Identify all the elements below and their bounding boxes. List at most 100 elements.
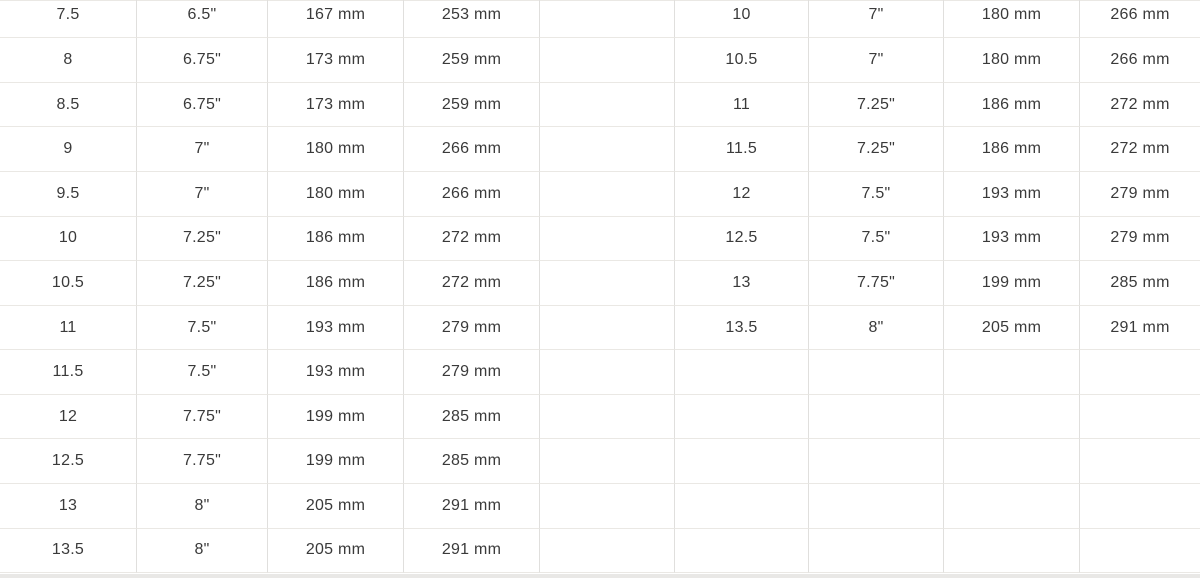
table-cell: 205 mm: [944, 305, 1080, 351]
table-cell: 11: [0, 305, 137, 351]
spacer-cell: [540, 439, 675, 485]
table-cell: 173 mm: [268, 38, 404, 83]
table-cell: 272 mm: [1080, 127, 1200, 173]
table-cell: [944, 394, 1080, 440]
spacer-cell: [540, 216, 675, 262]
table-cell: 199 mm: [268, 439, 404, 485]
table-cell: 193 mm: [944, 172, 1080, 217]
table-cell: [1080, 529, 1200, 574]
table-cell: 266 mm: [404, 172, 540, 217]
table-cell: 12.5: [675, 216, 809, 262]
table-cell: 180 mm: [268, 172, 404, 217]
table-cell: 6.75": [137, 38, 268, 83]
table-cell: 279 mm: [404, 350, 540, 395]
table-cell: 7.5": [137, 305, 268, 351]
table-cell: 6.5": [137, 0, 268, 39]
table-cell: 253 mm: [404, 0, 540, 39]
table-cell: 291 mm: [404, 528, 540, 574]
table-cell: 279 mm: [404, 305, 540, 351]
spacer-cell: [540, 127, 675, 173]
spacer-cell: [540, 350, 675, 395]
table-cell: 259 mm: [404, 38, 540, 83]
table-cell: 180 mm: [944, 38, 1080, 83]
table-cell: 7": [809, 0, 944, 39]
table-cell: [809, 350, 944, 395]
table-cell: 279 mm: [1080, 172, 1200, 217]
next-section-top-edge: [0, 574, 1200, 578]
table-cell: [944, 528, 1080, 574]
table-cell: [809, 528, 944, 574]
table-cell: 272 mm: [1080, 83, 1200, 128]
table-cell: 13: [0, 484, 137, 529]
table-cell: 10.5: [0, 261, 137, 306]
table-cell: [675, 394, 809, 440]
table-cell: 259 mm: [404, 82, 540, 128]
spacer-cell: [540, 305, 675, 351]
table-cell: 193 mm: [268, 350, 404, 395]
table-cell: 12: [675, 172, 809, 217]
table-cell: 8: [0, 38, 137, 83]
table-cell: 11.5: [675, 127, 809, 173]
table-cell: 266 mm: [404, 127, 540, 173]
table-cell: 7.5: [0, 0, 137, 39]
table-cell: 7": [809, 38, 944, 83]
table-cell: 11: [675, 82, 809, 128]
table-cell: 13: [675, 261, 809, 306]
table-cell: [1080, 395, 1200, 440]
table-cell: 180 mm: [268, 127, 404, 173]
table-cell: 7.5": [809, 172, 944, 217]
table-cell: [675, 528, 809, 574]
table-cell: [809, 439, 944, 485]
table-cell: 7.25": [809, 82, 944, 128]
top-hairline: [0, 0, 1200, 1]
table-cell: 205 mm: [268, 484, 404, 529]
spacer-cell: [540, 484, 675, 529]
table-cell: [675, 439, 809, 485]
table-cell: 186 mm: [268, 261, 404, 306]
table-cell: 7": [137, 172, 268, 217]
spacer-cell: [540, 0, 675, 39]
table-cell: 173 mm: [268, 82, 404, 128]
table-cell: 285 mm: [404, 394, 540, 440]
table-cell: 10: [0, 216, 137, 262]
table-cell: 266 mm: [1080, 0, 1200, 39]
spacer-cell: [540, 82, 675, 128]
table-cell: [944, 484, 1080, 529]
spacer-cell: [540, 261, 675, 306]
spacer-cell: [540, 172, 675, 217]
table-cell: 13.5: [0, 528, 137, 574]
table-cell: 10.5: [675, 38, 809, 83]
table-cell: [944, 350, 1080, 395]
table-cell: 12: [0, 394, 137, 440]
table-cell: 9: [0, 127, 137, 173]
table-cell: [944, 439, 1080, 485]
table-cell: [1080, 484, 1200, 529]
table-cell: 13.5: [675, 305, 809, 351]
table-cell: 7.75": [137, 439, 268, 485]
table-cell: 205 mm: [268, 528, 404, 574]
table-cell: 7.75": [809, 261, 944, 306]
table-cell: 7.5": [809, 216, 944, 262]
table-cell: 291 mm: [1080, 306, 1200, 351]
table-cell: 7": [137, 127, 268, 173]
table-cell: [809, 484, 944, 529]
table-cell: 186 mm: [268, 216, 404, 262]
table-cell: 7.75": [137, 394, 268, 440]
table-cell: 8": [137, 484, 268, 529]
table-cell: 8": [137, 528, 268, 574]
table-cell: 186 mm: [944, 82, 1080, 128]
table-cell: 285 mm: [1080, 261, 1200, 306]
table-cell: [809, 394, 944, 440]
table-cell: 279 mm: [1080, 217, 1200, 262]
table-cell: 7.5": [137, 350, 268, 395]
table-cell: 7.25": [137, 216, 268, 262]
table-cell: 8.5: [0, 82, 137, 128]
table-cell: 193 mm: [944, 216, 1080, 262]
table-cell: 6.75": [137, 82, 268, 128]
table-cell: 285 mm: [404, 439, 540, 485]
table-cell: [1080, 439, 1200, 485]
table-cell: 7.25": [809, 127, 944, 173]
table-cell: [1080, 350, 1200, 395]
